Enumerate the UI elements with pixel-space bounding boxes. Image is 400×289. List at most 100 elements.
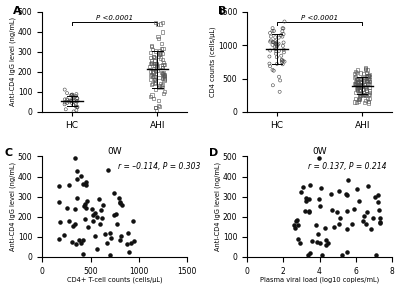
Point — [160, 21, 166, 25]
Point — [160, 72, 167, 77]
Point — [150, 81, 156, 86]
Point — [62, 107, 69, 112]
Point — [272, 47, 279, 51]
Point — [364, 79, 370, 84]
Point — [73, 92, 80, 97]
Point — [307, 251, 314, 255]
Point — [324, 241, 331, 246]
Point — [360, 71, 367, 76]
Point — [107, 253, 114, 257]
Point — [365, 81, 372, 86]
Point — [124, 231, 131, 236]
Point — [359, 91, 365, 96]
Point — [356, 97, 362, 102]
Point — [267, 48, 273, 53]
Point — [70, 99, 77, 103]
Point — [365, 92, 371, 97]
Point — [362, 222, 369, 227]
Point — [55, 184, 62, 188]
Point — [366, 90, 372, 95]
Point — [103, 240, 110, 245]
Point — [354, 68, 361, 72]
Point — [272, 45, 278, 50]
Point — [267, 64, 273, 68]
Point — [276, 35, 282, 40]
Point — [322, 238, 329, 242]
Point — [370, 215, 377, 220]
Point — [89, 212, 96, 217]
Point — [328, 192, 335, 196]
Point — [155, 34, 161, 39]
Point — [366, 78, 372, 82]
Point — [160, 70, 167, 75]
Point — [351, 207, 358, 211]
Point — [366, 86, 372, 90]
Point — [363, 88, 369, 92]
Point — [99, 216, 105, 221]
Point — [148, 55, 154, 60]
Point — [365, 101, 372, 105]
Point — [66, 99, 72, 104]
Point — [151, 96, 157, 101]
Point — [281, 50, 287, 55]
Point — [352, 82, 358, 87]
Point — [337, 216, 343, 221]
Point — [360, 87, 367, 91]
Point — [73, 108, 80, 113]
Point — [155, 36, 161, 40]
Point — [364, 91, 370, 95]
Point — [152, 21, 159, 25]
Point — [300, 184, 306, 189]
Point — [361, 76, 368, 81]
Point — [343, 192, 349, 197]
Y-axis label: Anti-CD4 IgG level (ng/mL): Anti-CD4 IgG level (ng/mL) — [10, 162, 16, 251]
Point — [64, 91, 70, 95]
Point — [362, 98, 368, 102]
Point — [355, 87, 361, 92]
Point — [150, 54, 157, 59]
Point — [377, 220, 384, 225]
Point — [361, 77, 368, 81]
Point — [356, 88, 363, 93]
Point — [366, 74, 372, 78]
Point — [68, 99, 75, 103]
Point — [358, 81, 365, 85]
Point — [152, 80, 159, 84]
Point — [160, 82, 166, 86]
Point — [153, 105, 159, 110]
Point — [366, 72, 372, 77]
Point — [330, 224, 337, 229]
Point — [150, 66, 156, 71]
Point — [150, 54, 157, 59]
Point — [353, 82, 360, 87]
Text: C: C — [4, 149, 12, 158]
Point — [344, 226, 351, 231]
Point — [158, 81, 164, 86]
Point — [280, 47, 287, 52]
Point — [159, 83, 165, 87]
Point — [278, 33, 284, 37]
Point — [155, 54, 162, 59]
Point — [365, 183, 371, 188]
Point — [279, 29, 286, 34]
Point — [354, 86, 361, 91]
Point — [74, 105, 80, 110]
Point — [80, 238, 86, 242]
Point — [354, 88, 360, 92]
Point — [156, 48, 163, 53]
Point — [364, 74, 370, 79]
Point — [73, 104, 79, 109]
Point — [267, 31, 273, 35]
Point — [158, 70, 165, 75]
Point — [152, 88, 158, 92]
Point — [365, 78, 371, 83]
Point — [158, 64, 164, 68]
Point — [373, 253, 379, 257]
Point — [281, 19, 288, 24]
Point — [83, 198, 90, 203]
Point — [353, 186, 360, 191]
Point — [162, 77, 168, 81]
Point — [357, 80, 364, 84]
Point — [303, 199, 310, 203]
Point — [161, 62, 168, 67]
